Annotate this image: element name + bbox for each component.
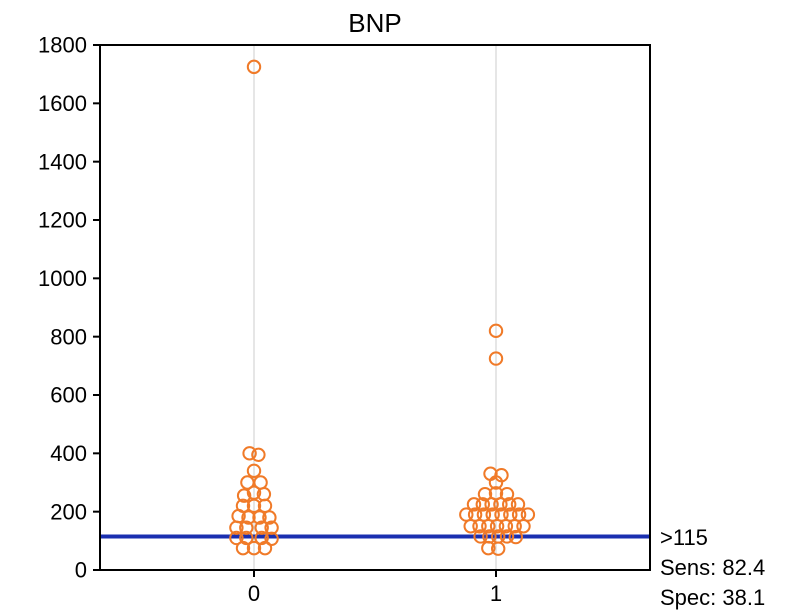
svg-text:1: 1 — [490, 581, 502, 606]
svg-text:1200: 1200 — [38, 208, 87, 233]
svg-text:1800: 1800 — [38, 33, 87, 58]
svg-text:1600: 1600 — [38, 91, 87, 116]
svg-text:0: 0 — [75, 558, 87, 583]
svg-text:400: 400 — [50, 441, 87, 466]
svg-text:1000: 1000 — [38, 266, 87, 291]
svg-text:0: 0 — [248, 581, 260, 606]
svg-text:800: 800 — [50, 324, 87, 349]
svg-text:600: 600 — [50, 383, 87, 408]
svg-text:1400: 1400 — [38, 149, 87, 174]
scatter-chart: 0 200 400 600 800 1000 1200 1400 1600 1800 0 1 — [0, 0, 800, 607]
specificity-label: Spec: 38.1 — [660, 583, 765, 612]
threshold-label: >115 — [660, 523, 708, 553]
svg-text:200: 200 — [50, 499, 87, 524]
sensitivity-label: Sens: 82.4 — [660, 553, 765, 583]
chart-container: BNP 02004006008001000120014001600180001 … — [0, 0, 800, 607]
